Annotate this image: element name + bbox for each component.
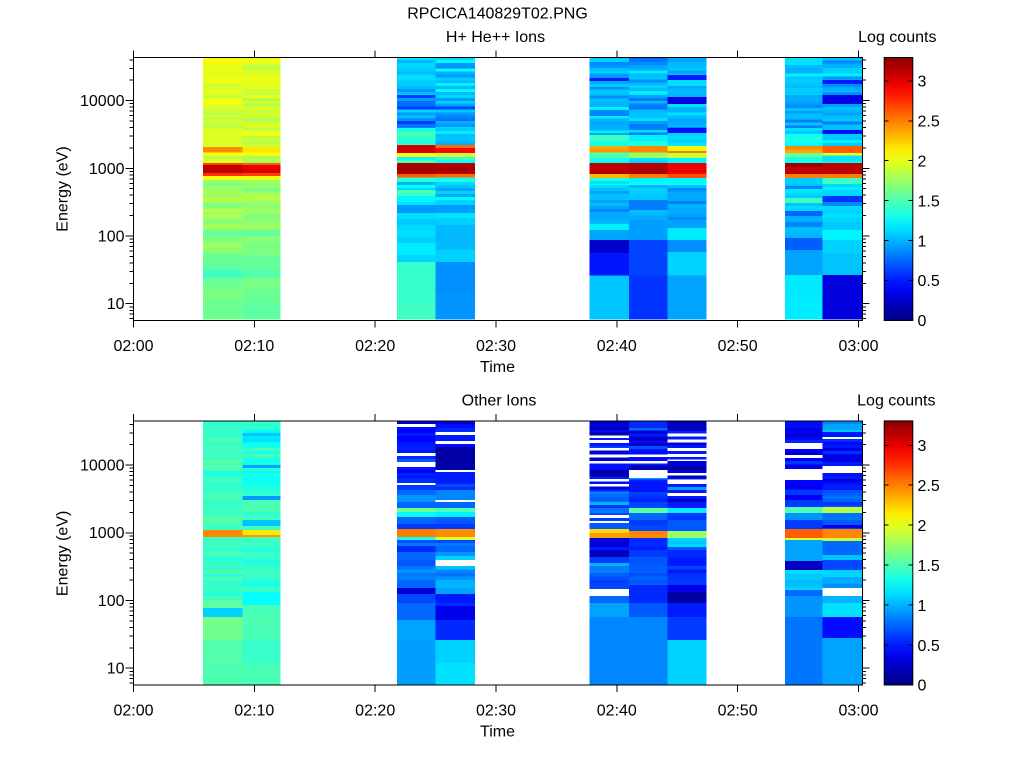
svg-text:10000: 10000 [80,93,125,110]
svg-text:Log counts: Log counts [858,29,936,46]
svg-text:03:00: 03:00 [838,702,878,719]
svg-text:Time: Time [480,723,515,740]
svg-text:02:20: 02:20 [355,338,395,355]
svg-text:1: 1 [918,233,927,250]
svg-text:02:20: 02:20 [355,702,395,719]
svg-text:02:10: 02:10 [234,702,274,719]
svg-text:Other Ions: Other Ions [462,392,537,409]
svg-text:0.5: 0.5 [918,273,940,290]
svg-text:1000: 1000 [89,525,125,542]
svg-text:02:40: 02:40 [597,702,637,719]
svg-text:2: 2 [918,518,927,535]
svg-text:2.5: 2.5 [918,478,940,495]
svg-text:100: 100 [98,593,125,610]
svg-text:0.5: 0.5 [918,638,940,655]
svg-text:0: 0 [918,313,927,330]
svg-text:02:50: 02:50 [718,338,758,355]
svg-text:10000: 10000 [80,458,125,475]
svg-text:1.5: 1.5 [918,558,940,575]
svg-text:Log counts: Log counts [857,392,935,409]
svg-text:3: 3 [918,438,927,455]
svg-text:02:10: 02:10 [234,338,274,355]
svg-text:Energy (eV): Energy (eV) [55,146,72,231]
svg-text:1.5: 1.5 [918,193,940,210]
svg-text:02:40: 02:40 [597,338,637,355]
svg-text:2: 2 [918,153,927,170]
svg-text:Energy (eV): Energy (eV) [55,511,72,596]
svg-text:2.5: 2.5 [918,114,940,131]
svg-text:1000: 1000 [89,161,125,178]
svg-text:1: 1 [918,598,927,615]
svg-text:02:30: 02:30 [476,702,516,719]
svg-text:0: 0 [918,678,927,695]
svg-text:10: 10 [107,296,125,313]
svg-text:02:50: 02:50 [718,702,758,719]
svg-text:02:00: 02:00 [113,338,153,355]
svg-text:03:00: 03:00 [838,338,878,355]
svg-text:H+ He++ Ions: H+ He++ Ions [446,29,545,46]
svg-text:Time: Time [480,359,515,376]
svg-text:3: 3 [918,74,927,91]
svg-text:02:30: 02:30 [476,338,516,355]
svg-text:100: 100 [98,229,125,246]
svg-text:02:00: 02:00 [113,702,153,719]
svg-text:RPCICA140829T02.PNG: RPCICA140829T02.PNG [407,6,588,23]
svg-text:10: 10 [107,661,125,678]
